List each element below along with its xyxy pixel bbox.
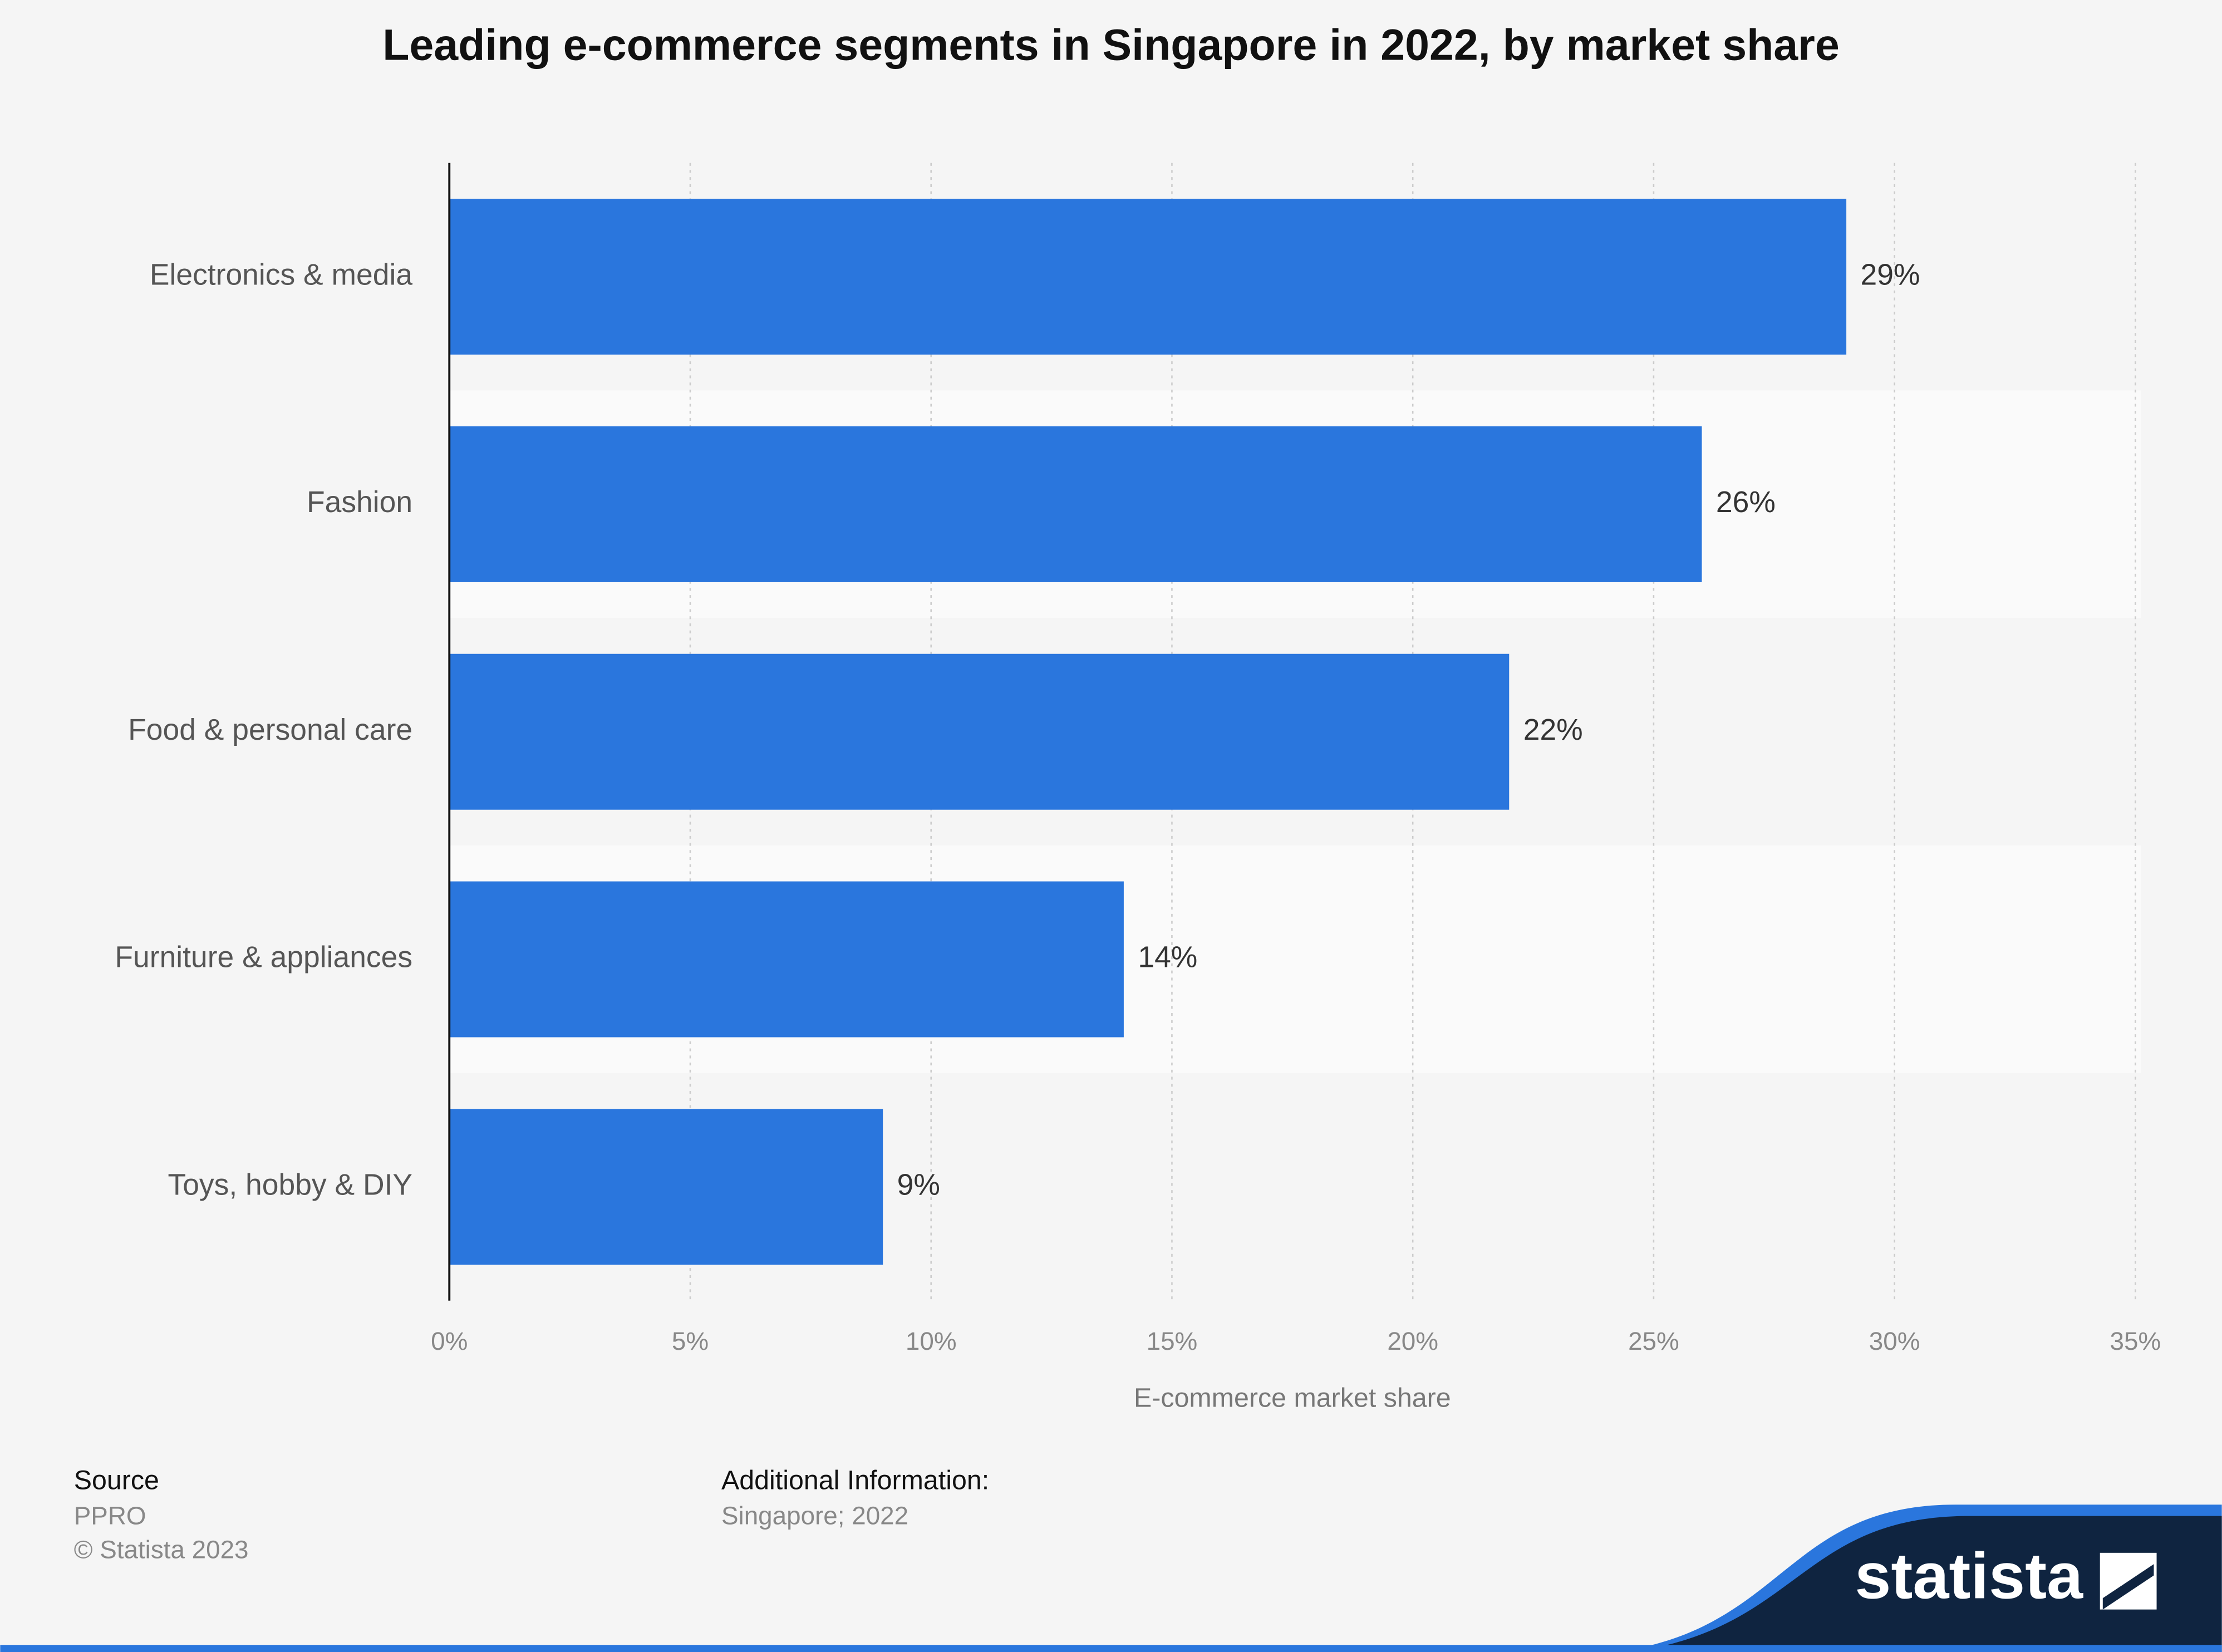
brand-icon: [2100, 1552, 2157, 1610]
x-tick-label: 15%: [1147, 1327, 1198, 1355]
value-label: 9%: [897, 1168, 940, 1201]
y-tick-label: Furniture & appliances: [115, 941, 412, 974]
source-heading: Source: [74, 1465, 159, 1495]
info-heading: Additional Information:: [721, 1465, 989, 1495]
y-tick-label: Toys, hobby & DIY: [168, 1168, 412, 1201]
value-label: 26%: [1716, 486, 1776, 519]
x-tick-label: 35%: [2110, 1327, 2161, 1355]
info: Singapore; 2022: [721, 1501, 908, 1530]
x-tick-label: 30%: [1869, 1327, 1920, 1355]
x-tick-label: 20%: [1387, 1327, 1438, 1355]
source: PPRO: [74, 1501, 146, 1530]
icon-slash: [2102, 1564, 2154, 1610]
bottom-stripe: [0, 1645, 2222, 1652]
y-tick-label: Food & personal care: [128, 714, 412, 746]
plot-area: 0% 5% 10% 15% 20% 25% 30% 35% Electronics & medi…: [115, 163, 2161, 1355]
x-tick-label: 25%: [1628, 1327, 1679, 1355]
value-label: 14%: [1138, 941, 1197, 974]
bar: [449, 199, 1847, 355]
y-tick-label: Fashion: [307, 486, 412, 519]
bar: [449, 653, 1510, 810]
logo-wave: [1629, 1516, 2222, 1652]
x-axis-label: E-commerce market share: [1134, 1383, 1451, 1413]
chart-title: Leading e-commerce segments in Singapore…: [382, 20, 1840, 69]
bar: [449, 881, 1124, 1038]
x-tick-label: 10%: [906, 1327, 957, 1355]
copyright: © Statista 2023: [74, 1535, 249, 1564]
y-tick-label: Electronics & media: [150, 258, 413, 291]
value-label: 22%: [1523, 714, 1583, 746]
value-label: 29%: [1861, 258, 1920, 291]
bar: [449, 426, 1702, 582]
bar: [449, 1109, 883, 1265]
brand: statista: [1855, 1540, 2083, 1612]
x-tick-label: 5%: [672, 1327, 709, 1355]
x-tick-label: 0%: [431, 1327, 468, 1355]
